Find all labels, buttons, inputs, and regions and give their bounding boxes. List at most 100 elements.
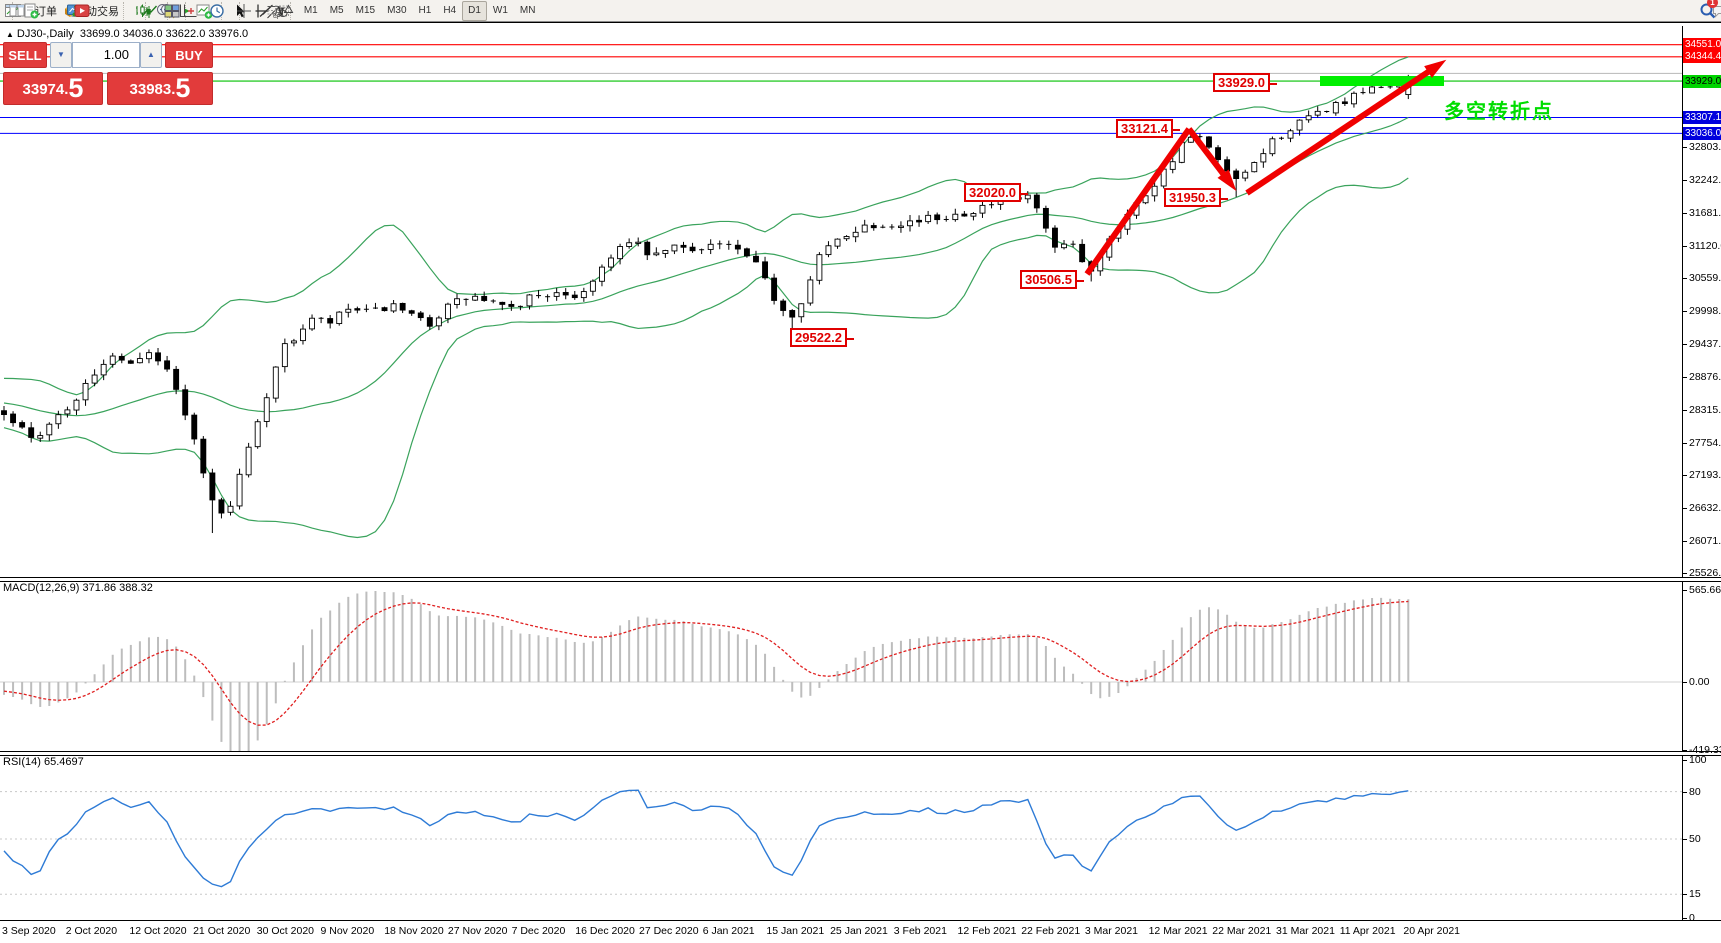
price-tick-label: 28876.0: [1689, 370, 1721, 383]
timeframe-mn-button[interactable]: MN: [519, 4, 536, 16]
price-annotation-box[interactable]: 30506.5: [1020, 270, 1084, 289]
bar-chart-mode-button[interactable]: [131, 1, 148, 21]
market-watch-button[interactable]: [59, 1, 75, 21]
bollinger-lower-band: [3, 177, 1409, 539]
sell-price-dot: .: [64, 81, 69, 98]
price-annotation-box[interactable]: 33929.0: [1213, 73, 1277, 92]
volume-decrease-button[interactable]: ▼: [50, 42, 72, 68]
timeframe-w1-button[interactable]: W1: [492, 4, 508, 16]
panel-separator-macd[interactable]: [0, 577, 1721, 582]
new-chart-window-button[interactable]: [2, 1, 21, 21]
candle-body: [1396, 81, 1403, 88]
timeframe-m30-button[interactable]: M30: [387, 4, 407, 16]
axis-tick-mark: [1682, 918, 1687, 919]
volume-input[interactable]: 1.00: [72, 42, 140, 68]
timeframe-d1-button[interactable]: D1: [462, 0, 487, 21]
candle-body: [1151, 185, 1158, 197]
crosshair-tool-button[interactable]: [233, 1, 251, 21]
timeframe-h1-button[interactable]: H1: [418, 4, 432, 16]
candle-body: [155, 352, 161, 362]
candle-body: [834, 238, 841, 247]
price-tick-label: 32803.0: [1689, 141, 1721, 154]
candle-body: [617, 246, 624, 260]
candle-body: [1133, 202, 1140, 216]
macd-signal-line: [3, 600, 1409, 726]
axis-tick-mark: [1682, 147, 1687, 149]
timeframe-m1-button[interactable]: M1: [303, 4, 318, 16]
time-axis-label: 22 Feb 2021: [1021, 925, 1081, 937]
price-tick-label: 26632.0: [1689, 502, 1721, 515]
price-annotation-box[interactable]: 31950.3: [1164, 188, 1228, 207]
macd-panel[interactable]: [0, 580, 1682, 751]
candle-body: [10, 413, 17, 424]
shapes-tool-button[interactable]: ▼: [275, 1, 294, 21]
timeframe-h4-button[interactable]: H4: [443, 4, 457, 16]
time-axis-label: 22 Mar 2021: [1212, 925, 1272, 937]
candle-body: [354, 308, 361, 311]
candle-body: [553, 292, 560, 297]
time-axis-line[interactable]: [0, 920, 1721, 921]
candle-body: [626, 242, 633, 247]
new-order-button[interactable]: 新订单: [20, 1, 59, 21]
indicators-button[interactable]: ▼: [193, 1, 213, 21]
cursor-tool-button[interactable]: [229, 1, 245, 21]
axis-step-icon: [184, 4, 197, 17]
candle-body: [1024, 194, 1031, 200]
price-axis-line[interactable]: [1682, 26, 1683, 920]
toolbar-search-button[interactable]: [1697, 1, 1716, 21]
timeframe-m5-button[interactable]: M5: [329, 4, 344, 16]
candle-body: [472, 295, 479, 301]
candle-body: [417, 312, 424, 319]
chart-symbol-period: DJ30-,Daily: [16, 28, 74, 40]
rsi-panel[interactable]: [0, 754, 1682, 920]
sell-price-display[interactable]: 33974. 5: [3, 72, 103, 105]
axis-tick-mark: [1682, 278, 1687, 280]
panel-separator-rsi[interactable]: [0, 751, 1721, 756]
candle-body: [1052, 227, 1058, 248]
candle-body: [925, 214, 932, 223]
candle-body: [37, 435, 44, 439]
buy-price-display[interactable]: 33983. 5: [107, 72, 213, 105]
fibonacci-tool-button[interactable]: F: [263, 1, 281, 21]
candlestick-mode-button[interactable]: [135, 1, 151, 21]
time-axis-label: 3 Sep 2020: [2, 925, 56, 937]
sell-button[interactable]: SELL: [3, 42, 47, 68]
text-tool-button[interactable]: A: [267, 1, 284, 21]
tile-windows-button[interactable]: [161, 1, 180, 21]
main-price-chart[interactable]: [0, 26, 1682, 577]
candle-body: [345, 308, 352, 313]
window-tile-button[interactable]: [6, 1, 25, 21]
candle-body: [1061, 243, 1067, 249]
candle-body: [897, 225, 904, 228]
timeframe-m15-button[interactable]: M15: [355, 4, 376, 16]
time-axis-label: 21 Oct 2020: [193, 925, 251, 937]
candle-body: [1314, 110, 1321, 116]
svg-text:T: T: [279, 6, 285, 17]
axis-tick-mark: [1682, 839, 1687, 840]
time-axis-label: 30 Oct 2020: [256, 925, 315, 937]
periods-button[interactable]: ▼: [206, 1, 224, 21]
candle-body: [1233, 170, 1240, 180]
axis-tick-mark: [1682, 573, 1687, 575]
axis-tick-mark: [1682, 894, 1687, 896]
candle-body: [1115, 228, 1122, 239]
rsi-indicator-label: RSI(14) 65.4697: [3, 756, 84, 768]
buy-price-big-digit: 5: [175, 73, 191, 103]
candle-body: [707, 243, 714, 250]
price-annotation-box[interactable]: 32020.0: [964, 183, 1028, 202]
line-chart-mode-button[interactable]: [139, 1, 158, 21]
volume-increase-button[interactable]: ▲: [140, 42, 162, 68]
price-annotation-box[interactable]: 29522.2: [790, 328, 854, 347]
candle-body: [1269, 138, 1276, 155]
turning-point-label[interactable]: 多空转折点: [1444, 101, 1554, 123]
candle-body: [245, 446, 252, 476]
notifications-button[interactable]: 1: [1707, 0, 1721, 21]
auto-trading-button[interactable]: 自动交易: [71, 1, 121, 21]
win-tile-icon: [9, 4, 25, 16]
chart-shift-button[interactable]: [179, 1, 197, 21]
candle-body: [653, 252, 660, 256]
candle-body: [300, 328, 306, 342]
price-annotation-box[interactable]: 33121.4: [1116, 119, 1180, 138]
candle-body: [825, 245, 832, 256]
buy-button[interactable]: BUY: [165, 42, 213, 68]
